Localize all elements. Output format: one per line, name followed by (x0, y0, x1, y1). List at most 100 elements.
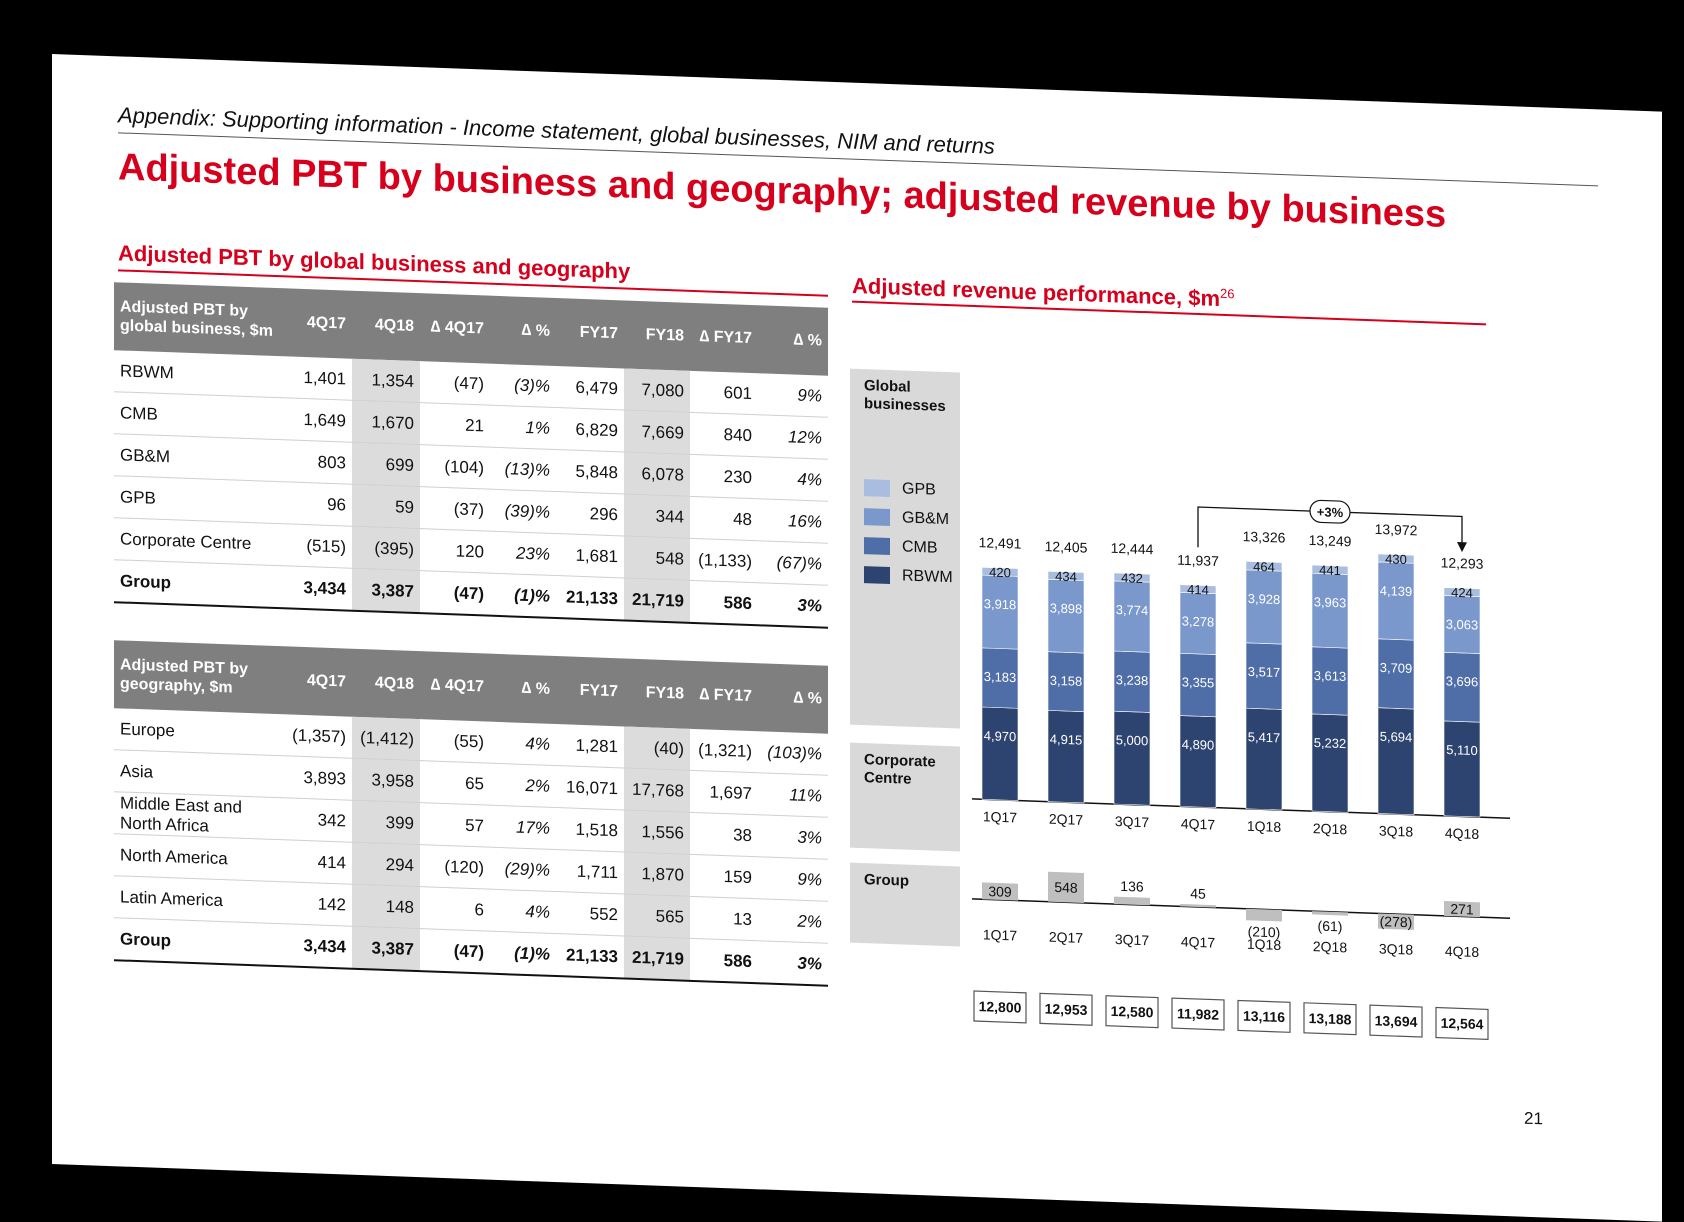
row-label: Latin America (114, 875, 284, 924)
table-cell: 57 (420, 802, 490, 848)
table-cell: (1,412) (352, 716, 420, 761)
table-cell: 96 (284, 481, 352, 527)
group-total-value: 13,188 (1309, 1010, 1352, 1028)
bar-segment-gpb (1113, 572, 1151, 583)
bar-segment-rbwm (1113, 710, 1151, 806)
bar-value-label: 3,918 (984, 596, 1017, 612)
bar-segment-rbwm (1179, 715, 1217, 808)
cc-value-label: 136 (1120, 878, 1144, 895)
bar-segment-rbwm (1377, 707, 1415, 816)
table-cell: 16% (758, 498, 828, 544)
x-tick-label: 1Q18 (1247, 818, 1281, 835)
row-label: Europe (114, 708, 284, 756)
table-cell: 17,768 (624, 767, 690, 813)
bar-total-label: 12,293 (1441, 554, 1484, 572)
bar-value-label: 441 (1319, 562, 1341, 578)
x-tick-label: 3Q17 (1115, 813, 1149, 830)
cc-bar (1378, 913, 1414, 930)
bar-value-label: 4,890 (1182, 737, 1215, 753)
table-cell: 1,711 (556, 849, 624, 894)
table-cell: 59 (352, 484, 420, 529)
group-total-box (973, 990, 1027, 1024)
right-section-title-text: Adjusted revenue performance, $m (852, 272, 1221, 312)
bar-value-label: 5,417 (1248, 729, 1281, 745)
x-tick-label: 2Q17 (1049, 811, 1083, 828)
x-tick-label: 2Q18 (1313, 820, 1347, 837)
column-header: 4Q18 (352, 290, 420, 362)
column-header: FY17 (556, 298, 624, 369)
bar-value-label: 414 (1187, 582, 1209, 598)
column-header: ∆ % (758, 305, 828, 376)
group-total-value: 13,116 (1243, 1008, 1285, 1026)
x-tick-label: 4Q17 (1181, 815, 1215, 832)
group-total-box (1171, 997, 1225, 1031)
bar-segment-gpb (1047, 570, 1085, 581)
cc-value-label: (61) (1318, 918, 1343, 935)
x-tick-label: 4Q18 (1445, 825, 1479, 842)
table-cell: 3,387 (352, 926, 420, 972)
bar-segment-rbwm (981, 706, 1019, 801)
cc-value-label: 309 (988, 883, 1012, 900)
table-cell: (395) (352, 526, 420, 571)
bar-segment-gpb (1311, 564, 1349, 575)
bar-total-label: 12,444 (1111, 540, 1154, 558)
cc-bar (1312, 911, 1348, 916)
table-cell: 1,281 (556, 724, 624, 768)
table-cell: (47) (420, 361, 490, 406)
bar-value-label: 3,898 (1050, 600, 1083, 616)
bar-value-label: 4,915 (1050, 731, 1083, 747)
row-label: Middle East and North Africa (114, 791, 284, 840)
table-cell: (515) (284, 523, 352, 569)
table-cell: 21,133 (556, 933, 624, 979)
bar-total-label: 12,405 (1045, 538, 1088, 556)
chart-legend: GPB GB&M CMB RBWM (864, 473, 953, 592)
bar-segment-gpb (1377, 553, 1415, 564)
table-cell: 23% (490, 531, 556, 576)
bar-value-label: 434 (1055, 569, 1077, 585)
cc-tick-label: 3Q17 (1115, 931, 1149, 948)
table-cell: (37) (420, 486, 490, 532)
table-cell: 9% (758, 373, 828, 418)
table-cell: 3% (758, 582, 828, 628)
table-cell: 601 (690, 370, 758, 415)
bar-value-label: 3,696 (1446, 673, 1479, 689)
bar-segment-gpb (1179, 584, 1217, 594)
table-cell: 3% (758, 940, 828, 986)
row-label: GB&M (114, 433, 284, 482)
bar-total-label: 13,972 (1375, 521, 1418, 539)
table-cell: 586 (690, 580, 758, 626)
table-cell: (103)% (758, 731, 828, 776)
bar-total-label: 11,937 (1177, 552, 1219, 569)
page-number: 21 (1524, 1108, 1543, 1129)
cc-value-label: 45 (1190, 885, 1206, 902)
table-cell: 120 (420, 528, 490, 574)
table-cell: 3,958 (352, 758, 420, 803)
table-cell: 16,071 (556, 765, 624, 810)
table-cell: (1,321) (690, 728, 758, 773)
table-cell: 699 (352, 442, 420, 487)
cc-bar (1180, 903, 1216, 908)
slide: Appendix: Supporting information - Incom… (52, 54, 1662, 1222)
group-total-value: 12,953 (1045, 1001, 1088, 1019)
bar-total-label: 13,249 (1309, 532, 1352, 550)
table-cell: 6 (420, 886, 490, 932)
legend-item: RBWM (864, 560, 953, 592)
row-label: GPB (114, 475, 284, 524)
bar-value-label: 3,774 (1116, 602, 1149, 618)
bar-segment-rbwm (1047, 710, 1085, 804)
table-cell: 1,518 (556, 807, 624, 852)
bar-value-label: 3,517 (1248, 664, 1281, 680)
table-cell: 21,719 (624, 577, 690, 623)
column-header: ∆ % (490, 295, 556, 367)
bar-value-label: 3,158 (1050, 673, 1083, 689)
table-cell: 344 (624, 493, 690, 539)
cc-value-label: (278) (1380, 913, 1413, 930)
table-cell: 38 (690, 812, 758, 857)
table-cell: 1% (490, 405, 556, 450)
bar-value-label: 3,238 (1116, 672, 1149, 688)
group-label: Group (850, 862, 960, 947)
bar-value-label: 4,970 (984, 728, 1017, 744)
table-cell: (1)% (490, 931, 556, 977)
cc-tick-label: 3Q18 (1379, 940, 1413, 957)
table-cell: 3,387 (352, 568, 420, 614)
